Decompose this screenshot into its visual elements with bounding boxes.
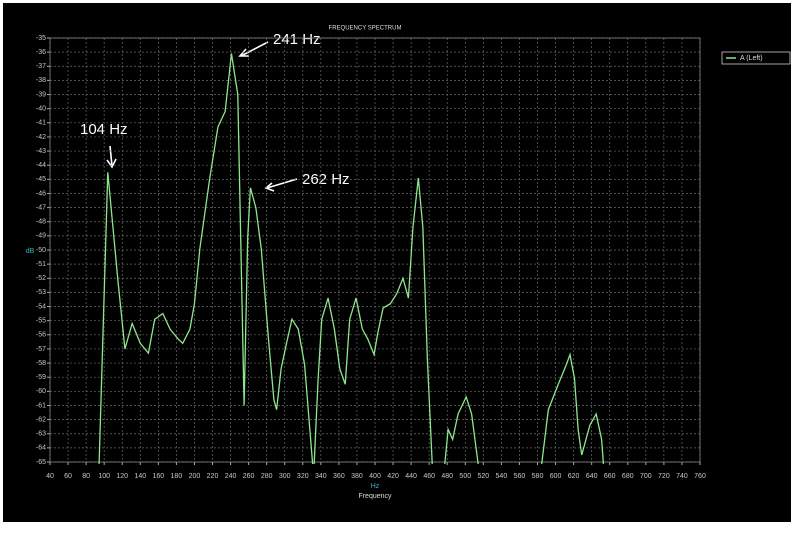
x-tick-label: 360 (333, 473, 345, 480)
y-tick-label: -35 (36, 35, 46, 42)
x-tick-label: 760 (694, 473, 706, 480)
chart-title: FREQUENCY SPECTRUM (329, 26, 402, 32)
x-tick-label: 400 (369, 473, 381, 480)
arrowhead (264, 182, 275, 192)
x-tick-label: 340 (315, 473, 327, 480)
legend-box (721, 51, 791, 65)
x-tick-label: 700 (640, 473, 652, 480)
y-tick-label: -62 (36, 416, 46, 423)
x-tick-label: 80 (82, 473, 90, 480)
x-tick-label: 740 (676, 473, 688, 480)
y-tick-label: -61 (36, 402, 46, 409)
x-tick-label: 300 (279, 473, 291, 480)
y-tick-label: -41 (36, 120, 46, 127)
y-tick-label: -51 (36, 261, 46, 268)
y-tick-label: -40 (36, 106, 46, 113)
x-tick-label: 120 (116, 473, 128, 480)
arrow (240, 41, 269, 57)
y-tick-label: -49 (36, 233, 46, 240)
x-tick-label: 560 (514, 473, 526, 480)
x-tick-label: 320 (297, 473, 309, 480)
y-tick-label: -54 (36, 303, 46, 310)
y-tick-label: -43 (36, 148, 46, 155)
y-tick-label: -58 (36, 360, 46, 367)
background (3, 3, 791, 522)
annotation: 104 Hz (80, 121, 128, 138)
y-tick-label: -65 (36, 459, 46, 466)
x-tick-label: 540 (496, 473, 508, 480)
y-tick-label: -50 (36, 247, 46, 254)
x-axis-label: Frequency (358, 493, 392, 500)
x-tick-label: 440 (405, 473, 417, 480)
x-tick-label: 160 (152, 473, 164, 480)
y-tick-label: -44 (36, 162, 46, 169)
x-tick-label: 520 (477, 473, 489, 480)
x-tick-label: 600 (550, 473, 562, 480)
x-tick-label: 720 (658, 473, 670, 480)
x-tick-label: 580 (532, 473, 544, 480)
y-tick-label: -46 (36, 190, 46, 197)
x-axis-unit: Hz (371, 483, 380, 490)
x-tick-label: 200 (189, 473, 201, 480)
y-tick-label: -36 (36, 49, 46, 56)
y-tick-label: -59 (36, 374, 46, 381)
x-tick-label: 660 (604, 473, 616, 480)
x-tick-label: 460 (423, 473, 435, 480)
series-line (98, 53, 605, 464)
legend: A (Left) (721, 51, 791, 65)
y-tick-label: -55 (36, 318, 46, 325)
x-tick-label: 680 (622, 473, 634, 480)
x-tick-label: 640 (586, 473, 598, 480)
x-tick-label: 100 (98, 473, 110, 480)
x-tick-label: 420 (387, 473, 399, 480)
x-tick-label: 480 (441, 473, 453, 480)
arrow (109, 145, 113, 167)
y-tick-label: -64 (36, 445, 46, 452)
x-tick-label: 380 (351, 473, 363, 480)
annotation-arrows (106, 41, 298, 192)
y-tick-label: -42 (36, 134, 46, 141)
x-tick-label: 240 (225, 473, 237, 480)
arrowhead (106, 158, 117, 169)
y-tick-label: -39 (36, 91, 46, 98)
x-tick-label: 260 (243, 473, 255, 480)
x-tick-label: 220 (207, 473, 219, 480)
y-tick-label: -38 (36, 77, 46, 84)
y-tick-label: -53 (36, 289, 46, 296)
x-tick-label: 60 (64, 473, 72, 480)
annotation: 262 Hz (302, 171, 350, 188)
x-tick-label: 500 (459, 473, 471, 480)
y-tick-label: -47 (36, 204, 46, 211)
x-tick-label: 620 (568, 473, 580, 480)
y-tick-label: -57 (36, 346, 46, 353)
x-tick-label: 40 (46, 473, 54, 480)
annotation: 241 Hz (273, 31, 321, 48)
x-tick-label: 280 (261, 473, 273, 480)
legend-label: A (Left) (740, 55, 763, 62)
arrowhead (238, 48, 249, 57)
y-tick-label: -37 (36, 63, 46, 70)
y-axis-label: dB (26, 248, 35, 255)
y-tick-label: -63 (36, 431, 46, 438)
y-tick-label: -56 (36, 332, 46, 339)
x-tick-label: 180 (171, 473, 183, 480)
plot-frame (49, 37, 701, 463)
x-tick-label: 140 (134, 473, 146, 480)
y-tick-label: -45 (36, 176, 46, 183)
y-tick-label: -48 (36, 219, 46, 226)
arrow (266, 178, 298, 189)
y-tick-label: -60 (36, 388, 46, 395)
y-tick-label: -52 (36, 275, 46, 282)
